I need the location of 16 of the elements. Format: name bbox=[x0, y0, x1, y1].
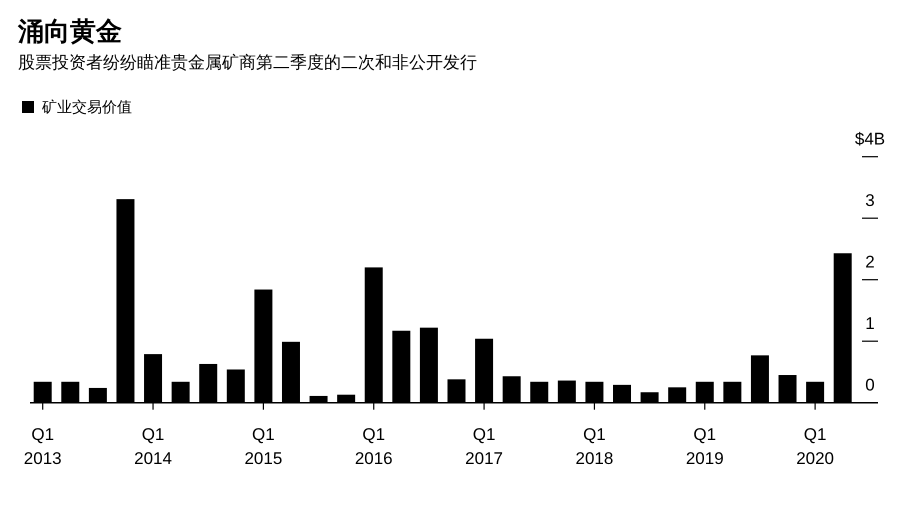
y-tick-label: $4B bbox=[854, 130, 886, 149]
x-tick-label: Q1 2013 bbox=[24, 425, 62, 468]
x-tick-label: Q1 2018 bbox=[576, 425, 614, 468]
y-tick-label: 1 bbox=[865, 314, 875, 334]
x-tick-label: Q1 2020 bbox=[796, 425, 834, 468]
y-tick-label: 0 bbox=[865, 376, 875, 395]
y-tick-label: 3 bbox=[865, 191, 875, 210]
chart-subtitle: 股票投资者纷纷瞄准贵金属矿商第二季度的二次和非公开发行 bbox=[18, 53, 477, 72]
x-tick-label: Q1 2019 bbox=[686, 425, 724, 468]
x-tick-label: Q1 2014 bbox=[134, 425, 172, 468]
x-tick-label: Q1 2017 bbox=[465, 425, 503, 468]
y-tick-label: 2 bbox=[865, 252, 875, 272]
legend-label: 矿业交易价值 bbox=[41, 99, 132, 116]
x-tick-label: Q1 2015 bbox=[244, 425, 282, 468]
x-tick-label: Q1 2016 bbox=[354, 425, 393, 468]
chart-title: 涌向黄金 bbox=[17, 16, 122, 46]
